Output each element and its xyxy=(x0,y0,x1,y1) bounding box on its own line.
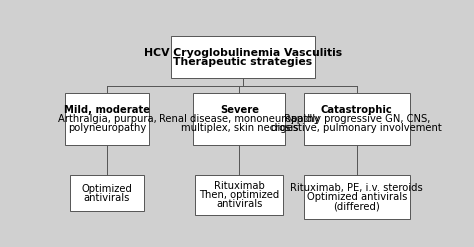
Text: HCV Cryoglobulinemia Vasculitis: HCV Cryoglobulinemia Vasculitis xyxy=(144,48,342,58)
FancyBboxPatch shape xyxy=(70,175,144,211)
Text: Rituximab: Rituximab xyxy=(214,181,264,191)
Text: Therapeutic strategies: Therapeutic strategies xyxy=(173,57,312,67)
Text: Severe: Severe xyxy=(220,105,259,115)
FancyBboxPatch shape xyxy=(193,93,285,145)
Text: Then, optimized: Then, optimized xyxy=(199,190,279,200)
Text: Optimized antivirals: Optimized antivirals xyxy=(307,192,407,202)
Text: Renal disease, mononeuropathy: Renal disease, mononeuropathy xyxy=(159,114,319,124)
Text: Optimized: Optimized xyxy=(82,184,132,194)
FancyBboxPatch shape xyxy=(303,175,410,219)
Text: Arthralgia, purpura,: Arthralgia, purpura, xyxy=(58,114,156,124)
FancyBboxPatch shape xyxy=(195,175,283,215)
FancyBboxPatch shape xyxy=(303,93,410,145)
Text: Catastrophic: Catastrophic xyxy=(321,105,392,115)
Text: antivirals: antivirals xyxy=(84,193,130,203)
Text: antivirals: antivirals xyxy=(216,199,263,209)
Text: (differed): (differed) xyxy=(333,201,380,211)
Text: Rapidly progressive GN, CNS,: Rapidly progressive GN, CNS, xyxy=(283,114,430,124)
Text: Rituximab, PE, i.v. steroids: Rituximab, PE, i.v. steroids xyxy=(291,183,423,193)
FancyBboxPatch shape xyxy=(65,93,149,145)
Text: multiplex, skin necrosis: multiplex, skin necrosis xyxy=(181,123,298,133)
FancyBboxPatch shape xyxy=(171,36,315,78)
Text: digestive, pulmonary involvement: digestive, pulmonary involvement xyxy=(272,123,442,133)
Text: polyneuropathy: polyneuropathy xyxy=(68,123,146,133)
Text: Mild, moderate: Mild, moderate xyxy=(64,105,150,115)
